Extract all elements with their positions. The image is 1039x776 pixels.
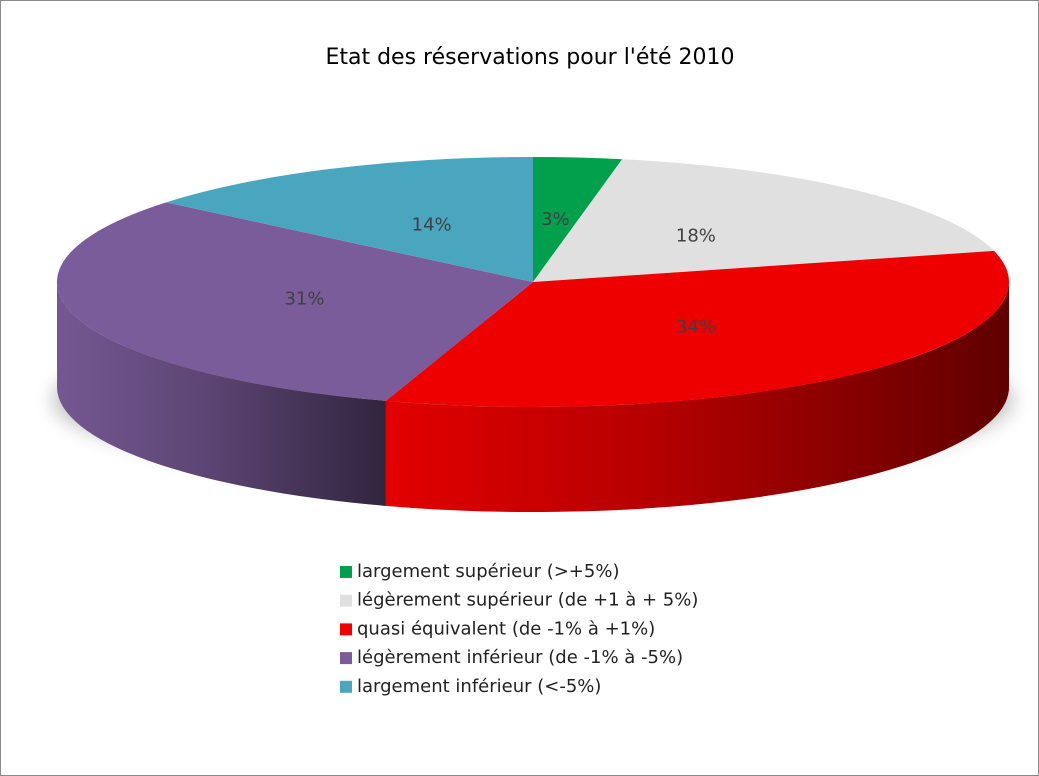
legend-swatch — [340, 594, 352, 607]
slice — [533, 159, 995, 282]
legend-swatch — [340, 680, 352, 693]
legend-swatch — [340, 623, 352, 636]
chart-title: Etat des réservations pour l'été 2010 — [325, 45, 734, 70]
legend-label: largement supérieur (>+5%) — [357, 561, 619, 582]
legend-label: légèrement inférieur (de -1% à -5%) — [357, 647, 683, 668]
data-label: 14% — [412, 214, 452, 235]
slice-side-shade — [385, 282, 1009, 512]
legend-label: légèrement supérieur (de +1 à + 5%) — [357, 590, 698, 611]
data-label: 3% — [541, 209, 570, 230]
legend-swatch — [340, 652, 352, 665]
slice — [533, 157, 623, 282]
legend-swatch — [340, 566, 352, 578]
data-label: 18% — [676, 225, 716, 246]
legend-label: quasi équivalent (de -1% à +1%) — [357, 618, 655, 639]
slice-side-shade — [57, 282, 386, 506]
slice — [57, 202, 533, 401]
legend-label: largement inférieur (<-5%) — [357, 676, 601, 697]
slice — [166, 157, 533, 282]
data-label: 31% — [284, 288, 324, 309]
slice — [385, 250, 1009, 407]
data-label: 34% — [676, 317, 716, 338]
